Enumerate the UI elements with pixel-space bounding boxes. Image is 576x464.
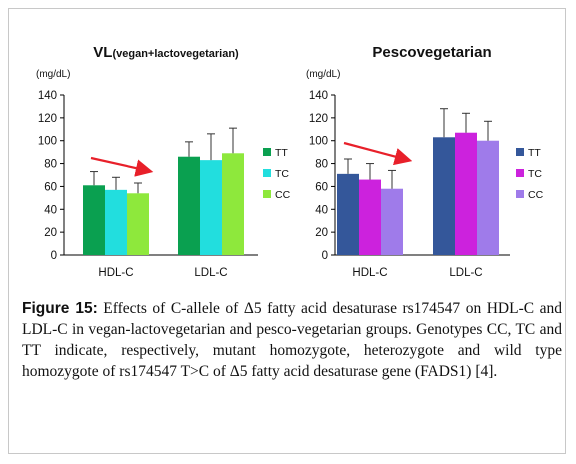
chart2-ytick-label: 60 — [315, 181, 328, 193]
chart2-legend-label: TT — [528, 147, 541, 159]
chart2-legend-label: TC — [528, 168, 542, 180]
chart1-bar — [178, 156, 200, 255]
chart2-bar — [359, 179, 381, 255]
chart1-legend-label: TT — [275, 147, 288, 159]
chart2-ytick-label: 100 — [309, 136, 328, 148]
chart1-ytick-label: 0 — [51, 250, 57, 262]
chart1-title: VL(vegan+lactovegetarian) — [93, 44, 239, 61]
chart2-ytick-label: 40 — [315, 204, 328, 216]
chart1-ytick-label: 80 — [44, 159, 57, 171]
chart1-bar — [105, 189, 127, 255]
chart2-bar — [433, 137, 455, 255]
chart1-ytick-label: 140 — [38, 90, 57, 102]
chart1-legend-label: TC — [275, 168, 289, 180]
chart2-legend-swatch — [516, 148, 524, 156]
chart2-ytick-label: 120 — [309, 113, 328, 125]
chart1-bar — [222, 153, 244, 255]
caption-lead: Figure 15: — [22, 300, 98, 317]
chart1-legend-swatch — [263, 190, 271, 198]
figure-charts: VL(vegan+lactovegetarian) (mg/dL) 0 20 40 60 8… — [36, 44, 544, 279]
chart2-legend-swatch — [516, 190, 524, 198]
chart2-bar — [455, 132, 477, 255]
chart2-trend-arrow — [343, 141, 413, 166]
chart1-title-sub: (vegan+lactovegetarian) — [112, 48, 239, 60]
chart2-ytick-label: 140 — [309, 90, 328, 102]
chart2-category-label: HDL-C — [352, 267, 387, 279]
chart2-bar — [477, 140, 499, 255]
chart2-ytick-label: 0 — [322, 250, 328, 262]
chart1-bar — [83, 185, 105, 255]
chart1-bar — [200, 160, 222, 255]
chart1-legend-swatch — [263, 148, 271, 156]
chart1-title-main: VL — [93, 44, 112, 61]
chart2-bar — [381, 188, 403, 255]
chart1-bar — [127, 193, 149, 255]
chart1-ytick-label: 60 — [44, 181, 57, 193]
chart1-ytick-label: 40 — [44, 204, 57, 216]
chart2-legend-swatch — [516, 169, 524, 177]
chart1-category-label: HDL-C — [98, 267, 133, 279]
chart1-ytick-label: 20 — [44, 227, 57, 239]
chart2-bar — [337, 173, 359, 255]
chart1-ytick-label: 100 — [38, 136, 57, 148]
chart1-legend-swatch — [263, 169, 271, 177]
figure-caption: Figure 15: Effects of C-allele of Δ5 fat… — [22, 298, 562, 382]
caption-text: Effects of C-allele of Δ5 fatty acid des… — [22, 300, 562, 380]
chart2-legend-label: CC — [528, 189, 544, 201]
chart1-ytick-label: 120 — [38, 113, 57, 125]
chart2-category-label: LDL-C — [449, 267, 482, 279]
chart1-trend-arrow — [90, 156, 154, 177]
chart1-category-label: LDL-C — [194, 267, 227, 279]
chart2-title-main: Pescovegetarian — [372, 44, 491, 61]
chart2-ytick-label: 80 — [315, 159, 328, 171]
chart2-ytick-label: 20 — [315, 227, 328, 239]
chart2-ylabel: (mg/dL) — [306, 69, 340, 80]
chart1-legend-label: CC — [275, 189, 291, 201]
chart2-title: Pescovegetarian — [372, 44, 491, 61]
chart1-ylabel: (mg/dL) — [36, 69, 70, 80]
